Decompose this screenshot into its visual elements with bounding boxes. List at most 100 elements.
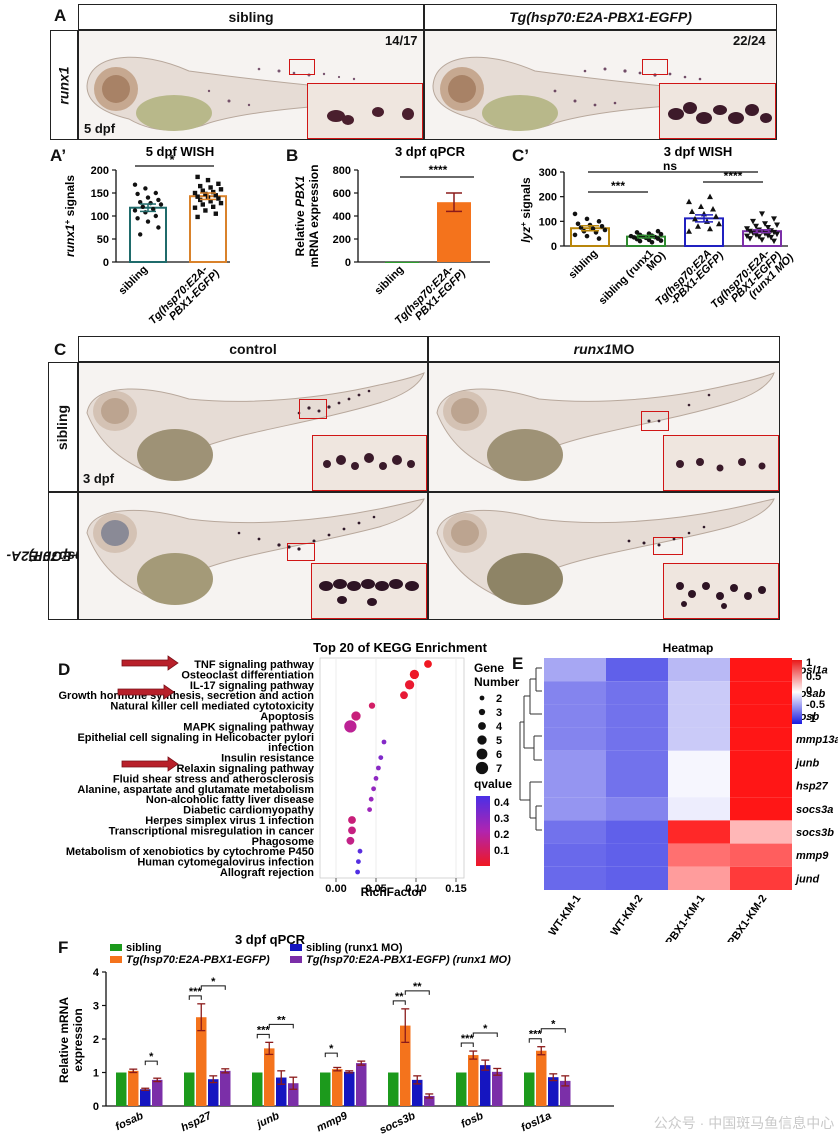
data-point — [192, 205, 198, 210]
enrichment-point — [367, 807, 372, 812]
pathway-term: Phagosome — [252, 836, 314, 848]
pathway-term: Alanine, aspartate and glutamate metabol… — [77, 784, 314, 796]
pathway-term: Fluid shear stress and atherosclerosis — [113, 773, 314, 785]
data-point — [132, 208, 138, 213]
enrichment-point — [376, 765, 381, 771]
y-tick-label: 100 — [91, 211, 109, 223]
data-point — [658, 231, 664, 237]
panel-label-d: D — [58, 660, 71, 679]
x-tick-label: 0.00 — [325, 883, 346, 895]
enrichment-point — [409, 669, 420, 680]
significance-star: *** — [189, 986, 203, 998]
pathway-term: Human cytomegalovirus infection — [137, 857, 314, 869]
significance-star: *** — [529, 1029, 543, 1041]
data-point — [584, 216, 590, 222]
enrichment-point — [368, 702, 376, 709]
roi-box — [299, 399, 327, 419]
heatmap-cell — [606, 704, 668, 728]
chart-title: Top 20 of KEGG Enrichment — [313, 640, 488, 655]
bar — [480, 1065, 491, 1106]
chart-title: 3 dpf qPCR — [235, 932, 306, 947]
scale-label: 0.5 — [806, 671, 821, 683]
x-tick-label: sibling — [117, 264, 151, 298]
significance-ns: ns — [663, 159, 677, 173]
y-tick-label: 0 — [103, 257, 109, 269]
row-text: runx1 — [55, 65, 72, 105]
bar — [264, 1048, 275, 1106]
x-tick-label: sibling — [373, 264, 407, 298]
heatmap-cell — [668, 658, 730, 682]
panel-c-col-header-runx1mo: runx1 MO — [428, 336, 780, 362]
data-point — [143, 186, 148, 191]
data-point — [135, 216, 140, 221]
row-text: sibling — [54, 404, 71, 450]
panel-a-col-header-sibling: sibling — [78, 4, 424, 30]
data-point — [753, 223, 759, 230]
significance-star: **** — [724, 169, 743, 183]
y-tick-label: 0 — [551, 241, 557, 253]
data-point — [135, 191, 140, 197]
row-dendrogram — [519, 667, 542, 831]
magnified-inset — [663, 563, 779, 619]
data-point — [744, 226, 750, 232]
data-point — [689, 208, 695, 214]
enrichment-point — [400, 691, 408, 700]
y-axis-label: lyz+ signals — [519, 177, 534, 243]
bar — [208, 1079, 219, 1106]
data-point — [698, 203, 704, 210]
data-point — [203, 208, 208, 213]
significance-star: ** — [395, 991, 404, 1003]
heatmap-cell — [544, 750, 606, 774]
enrichment-point — [356, 859, 361, 864]
pathway-term: Relaxin signaling pathway — [176, 763, 314, 775]
size-legend-dot — [478, 722, 486, 730]
stage-label: 3 dpf — [83, 471, 115, 486]
heatmap-cell — [544, 704, 606, 728]
data-point — [213, 193, 218, 198]
enrichment-point — [351, 711, 361, 721]
significance-bracket — [392, 1000, 406, 1005]
size-legend-label: 2 — [496, 693, 502, 705]
legend-title: qvalue — [474, 777, 512, 791]
data-point — [213, 211, 218, 216]
pathway-term: infection — [268, 742, 314, 754]
bar — [437, 202, 471, 262]
header-text: MO — [611, 341, 635, 357]
panel-label-f: F — [58, 938, 69, 957]
inset-drawing — [676, 582, 766, 609]
data-point — [774, 231, 780, 238]
heatmap-cell — [668, 866, 730, 890]
header-text: control — [229, 341, 277, 357]
size-legend-label: 3 — [496, 707, 502, 719]
heatmap-cell — [668, 704, 730, 728]
data-point — [156, 197, 161, 203]
pathway-term: IL-17 signaling pathway — [190, 680, 315, 692]
enrichment-point — [348, 826, 356, 835]
significance-bracket — [404, 990, 430, 995]
panel-c-col-header-control: control — [78, 336, 428, 362]
qvalue-tick-label: 0.4 — [494, 797, 510, 809]
significance-star: ** — [277, 1014, 286, 1026]
heatmap-cell — [606, 774, 668, 798]
gene-label: fosab — [114, 1110, 146, 1133]
significance-star: ** — [413, 981, 422, 993]
enrichment-point — [373, 776, 379, 781]
roi-box — [642, 59, 668, 75]
data-point — [686, 198, 692, 205]
gene-label: mmp9 — [315, 1109, 350, 1134]
bar — [252, 1072, 263, 1106]
embryo-drawing — [436, 498, 775, 605]
y-tick-label: 200 — [91, 165, 109, 177]
embryo-drawing — [86, 56, 418, 131]
enrichment-point — [357, 848, 363, 854]
heatmap-cell — [544, 774, 606, 798]
heatmap-cell — [730, 866, 792, 890]
embryo-image-c-tg-control — [78, 492, 428, 620]
watermark-text: 公众号 · 中国斑马鱼信息中心 — [654, 1115, 834, 1131]
bar — [468, 1055, 479, 1106]
legend-swatch — [110, 956, 122, 963]
chart-title: 3 dpf qPCR — [395, 144, 466, 159]
heatmap-cell — [730, 774, 792, 798]
significance-bracket — [528, 1038, 542, 1043]
bar — [128, 1070, 139, 1106]
